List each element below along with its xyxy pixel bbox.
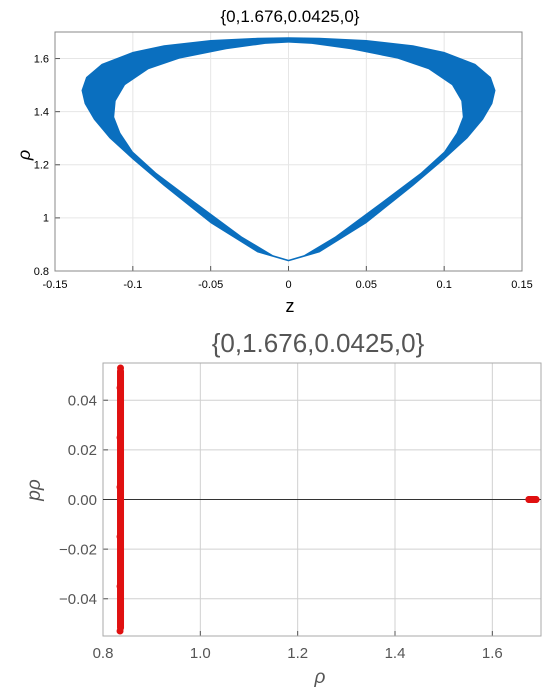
- chart-2-xlabel: ρ: [314, 667, 326, 688]
- chart-2-x-tick-label: 1.0: [190, 645, 211, 662]
- chart-1-x-tick-label: 0.05: [356, 279, 377, 291]
- chart-1-x-tick-label: 0.15: [511, 279, 532, 291]
- chart-2-point: [117, 607, 125, 615]
- chart-1-orbit-band: [81, 37, 496, 262]
- chart-1-title: {0,1.676,0.0425,0}: [221, 7, 360, 26]
- chart-1-x-tick-label: 0.1: [437, 279, 452, 291]
- chart-1-y-tick-label: 1.2: [34, 160, 49, 172]
- chart-2-ylabel-text: pρ: [24, 479, 45, 502]
- chart-1-ylabel: ρ: [14, 150, 34, 161]
- chart-2: {0,1.676,0.0425,0} ρ pρ 0.8 1.0 1.2 1.4 1.6 −…: [24, 328, 542, 688]
- chart-2-point: [117, 558, 125, 566]
- chart-2-point: [116, 582, 124, 590]
- chart-2-ylabel: pρ: [24, 479, 45, 502]
- chart-2-section-band: [117, 367, 125, 632]
- chart-2-point: [116, 433, 124, 441]
- chart-1-x-tick-label: -0.1: [123, 279, 142, 291]
- chart-1-frame: [54, 31, 523, 272]
- chart-1-y-tick-label: 1.6: [34, 53, 49, 65]
- chart-1-y-tick-label: 1.4: [34, 107, 49, 119]
- chart-2-y-tick-label: 0.02: [68, 442, 97, 459]
- chart-2-point: [117, 364, 125, 372]
- chart-2-x-tick-label: 1.4: [385, 645, 406, 662]
- chart-2-point: [116, 483, 124, 491]
- chart-2-x-tick-label: 1.6: [482, 645, 503, 662]
- chart-2-x-tick-label: 1.2: [287, 645, 308, 662]
- chart-2-point: [116, 533, 124, 541]
- chart-2-fixed-point-cluster: [525, 496, 540, 503]
- chart-2-point: [117, 508, 125, 516]
- chart-2-title: {0,1.676,0.0425,0}: [212, 328, 425, 358]
- chart-2-point: [116, 627, 124, 635]
- chart-1-y-tick-label: 0.8: [34, 266, 49, 278]
- chart-1-x-tick-label: -0.05: [198, 279, 223, 291]
- chart-1-xlabel: z: [286, 296, 295, 316]
- chart-1: {0,1.676,0.0425,0} z ρ -0.15 -0.1 -0.05 0 0.…: [14, 7, 533, 316]
- chart-2-y-tick-label: 0.04: [68, 392, 97, 409]
- chart-2-y-tick-label: −0.04: [59, 591, 97, 608]
- chart-2-x-tick-label: 0.8: [93, 645, 114, 662]
- chart-2-point: [117, 458, 125, 466]
- chart-2-y-tick-label: −0.02: [59, 541, 97, 558]
- chart-1-x-tick-label: -0.15: [42, 279, 67, 291]
- chart-1-y-tick-label: 1: [43, 213, 49, 225]
- chart-2-point: [117, 409, 125, 417]
- chart-2-y-tick-label: 0.00: [68, 492, 97, 509]
- chart-1-x-tick-label: 0: [285, 279, 291, 291]
- chart-2-point: [116, 384, 124, 392]
